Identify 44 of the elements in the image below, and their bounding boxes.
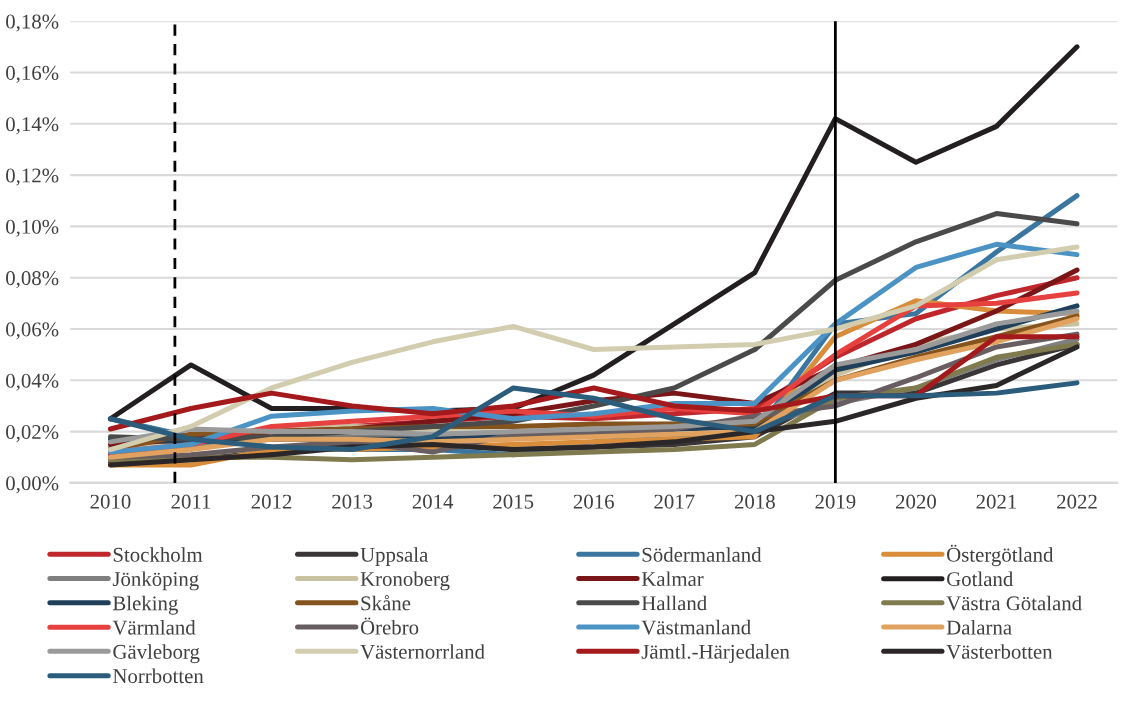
legend-label: Kronoberg (360, 571, 450, 591)
y-tick-label: 0,10% (6, 219, 59, 237)
legend-label: Södermanland (642, 547, 762, 562)
x-tick-label: 2011 (171, 494, 211, 509)
y-tick-label: 0,14% (6, 117, 59, 135)
y-tick-label: 0,06% (6, 322, 59, 340)
y-tick-label: 0,16% (6, 65, 59, 83)
x-tick-label: 2016 (573, 494, 614, 509)
legend-label: Örebro (360, 617, 419, 635)
legend-label: Västerbotten (946, 644, 1053, 659)
y-tick-label: 0,02% (6, 424, 59, 443)
x-tick-label: 2012 (251, 494, 292, 509)
x-tick-label: 2015 (493, 494, 534, 509)
legend-label: Norrbotten (112, 668, 204, 684)
legend-label: Bleking (112, 595, 178, 615)
x-tick-label: 2013 (332, 494, 373, 509)
x-tick-label: 2019 (815, 494, 856, 509)
legend-label: Värmland (112, 619, 196, 635)
legend-label: Gävleborg (113, 644, 200, 664)
legend-label: Västmanland (641, 619, 751, 635)
legend-label: Dalarna (946, 619, 1012, 635)
legend-label: Uppsala (360, 547, 429, 567)
x-tick-label: 2020 (896, 494, 936, 509)
x-tick-label: 2018 (734, 494, 775, 509)
legend-label: Jämtl.-Härjedalen (641, 644, 790, 663)
legend-label: Skåne (361, 595, 411, 611)
y-tick-label: 0,12% (6, 168, 59, 186)
y-tick-label: 0,18% (6, 14, 59, 32)
y-tick-label: 0,04% (6, 373, 59, 391)
y-tick-label: 0,00% (6, 476, 59, 494)
legend-label: Gotland (947, 571, 1014, 587)
legend-label: Kalmar (641, 571, 704, 587)
legend-label: Jönköping (112, 571, 199, 591)
legend-label: Stockholm (113, 547, 203, 562)
x-tick-label: 2022 (1057, 494, 1097, 509)
legend-label: Östergötland (947, 544, 1054, 567)
legend-label: Halland (641, 595, 707, 611)
x-tick-label: 2014 (412, 494, 454, 509)
x-tick-label: 2021 (976, 494, 1017, 509)
legend-label: Västra Götaland (946, 595, 1082, 611)
x-tick-label: 2017 (654, 494, 695, 509)
y-tick-label: 0,08% (6, 271, 59, 289)
x-tick-label: 2010 (90, 494, 131, 509)
legend-label: Västernorrland (360, 644, 485, 659)
